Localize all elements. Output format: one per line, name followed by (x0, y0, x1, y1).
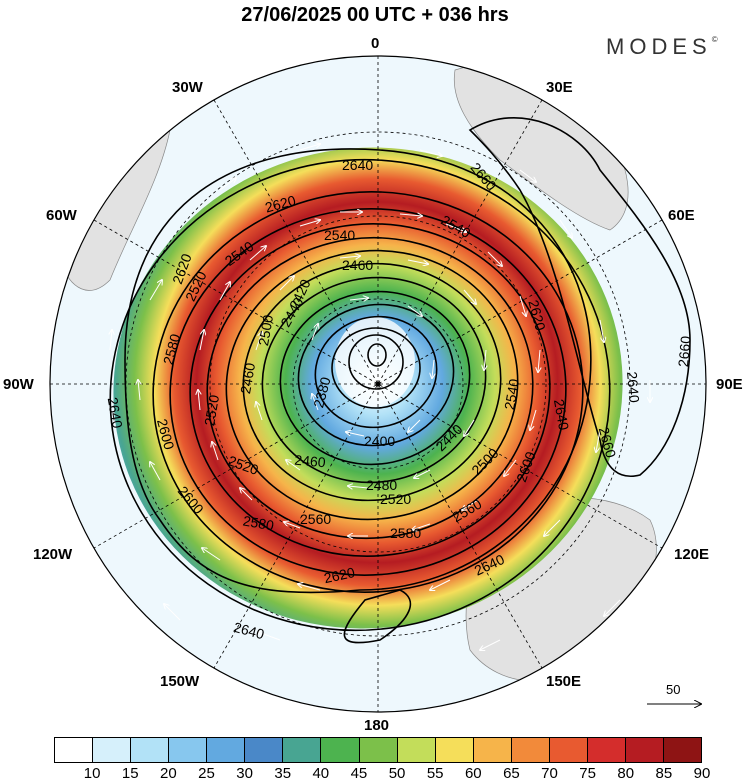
colorbar-swatch (435, 738, 474, 762)
colorbar-swatch (625, 738, 664, 762)
colorbar-swatch (473, 738, 512, 762)
wind-vectors (110, 144, 650, 650)
height-contours (109, 117, 691, 644)
brand-name: MODES (606, 34, 712, 59)
colorbar-swatch (93, 738, 132, 762)
contour-label: 2560 (300, 511, 331, 527)
colorbar-tick-label: 20 (160, 765, 177, 782)
colorbar-tick-label: 10 (83, 765, 101, 782)
contour-label: 2400 (364, 433, 395, 449)
wind-scale-arrow (647, 698, 705, 710)
contour-label: 2640 (105, 396, 126, 430)
contour-label: 2520 (201, 393, 222, 427)
south-pole-marker (375, 381, 381, 387)
contour-label: 2660 (596, 425, 620, 459)
colorbar-tick-label: 75 (579, 765, 596, 782)
contour-label: 2540 (501, 377, 522, 411)
colorbar-tick-label: 25 (198, 765, 215, 782)
lon-label-90e: 90E (716, 376, 743, 393)
colorbar-swatch (664, 738, 702, 762)
lon-label-180: 180 (364, 717, 390, 734)
colorbar-ticks: 10 15 20 25 30 35 40 45 50 55 60 65 70 75 80 85 90 (0, 765, 750, 783)
colorbar-tick-label: 55 (426, 765, 444, 782)
contour-label: 2620 (322, 564, 356, 586)
contour-labels: 2660 2660 2660 2640 2640 2640 2640 2640 … (105, 157, 694, 642)
colorbar (54, 737, 702, 763)
polar-map: 2660 2660 2660 2640 2640 2640 2640 2640 … (49, 55, 707, 713)
contour-label: 2640 (551, 398, 572, 432)
colorbar-tick-label: 30 (236, 765, 253, 782)
lon-label-0: 0 (371, 35, 380, 52)
colorbar-swatch (359, 738, 398, 762)
copyright-mark: © (711, 35, 718, 44)
contour-label: 2620 (525, 298, 549, 332)
colorbar-swatch (511, 738, 550, 762)
lon-label-90w: 90W (3, 376, 34, 393)
colorbar-tick-label: 35 (274, 765, 292, 782)
graticule (50, 56, 706, 712)
colorbar-swatch (207, 738, 246, 762)
colorbar-swatch (549, 738, 588, 762)
brand-logo: MODES© (606, 34, 718, 60)
colorbar-tick-label: 65 (503, 765, 520, 782)
contour-label: 2480 (366, 477, 397, 493)
wind-scale-value: 50 (666, 682, 681, 697)
lon-label-60w: 60W (46, 207, 77, 224)
colorbar-swatch (283, 738, 322, 762)
contour-label: 2580 (390, 525, 421, 541)
colorbar-swatch (587, 738, 626, 762)
contour-label: 2520 (380, 491, 411, 507)
contour-label: 2460 (294, 452, 327, 471)
lon-label-150e: 150E (546, 673, 582, 690)
contour-label: 2660 (675, 335, 694, 368)
contour-label: 2460 (237, 361, 258, 395)
colorbar-tick-label: 60 (464, 765, 482, 782)
contour-label: 2620 (263, 192, 297, 216)
lon-label-120w: 120W (33, 546, 73, 563)
lon-label-120e: 120E (674, 546, 710, 563)
colorbar-swatch (245, 738, 284, 762)
colorbar-tick-label: 85 (655, 765, 673, 782)
colorbar-tick-label: 45 (350, 765, 368, 782)
colorbar-swatch (397, 738, 436, 762)
colorbar-swatch (131, 738, 170, 762)
contour-label: 2580 (242, 512, 276, 533)
lon-label-30w: 30W (172, 79, 203, 96)
contour-label: 2380 (310, 375, 334, 409)
contour-label: 2640 (232, 619, 266, 643)
lon-label-60e: 60E (668, 207, 695, 224)
contour-label: 2460 (342, 257, 373, 273)
contour-label: 2580 (160, 332, 184, 366)
colorbar-swatch (55, 738, 94, 762)
map-title: 27/06/2025 00 UTC + 036 hrs (241, 4, 509, 26)
map-boundary (49, 55, 707, 713)
colorbar-tick-label: 50 (388, 765, 406, 782)
lon-label-150w: 150W (160, 673, 200, 690)
contour-label: 2640 (624, 371, 643, 404)
contour-label: 2640 (342, 157, 373, 173)
contour-label: 2500 (255, 313, 276, 347)
colorbar-tick-label: 15 (121, 765, 139, 782)
contour-label: 2540 (324, 227, 355, 243)
colorbar-swatch (321, 738, 360, 762)
polar-low-core (335, 317, 415, 407)
colorbar-tick-label: 70 (541, 765, 558, 782)
lon-label-30e: 30E (546, 79, 573, 96)
colorbar-tick-label: 80 (617, 765, 635, 782)
colorbar-swatch (169, 738, 208, 762)
contour-label: 2600 (154, 417, 178, 451)
colorbar-tick-label: 40 (312, 765, 330, 782)
colorbar-tick-label: 90 (693, 765, 711, 782)
